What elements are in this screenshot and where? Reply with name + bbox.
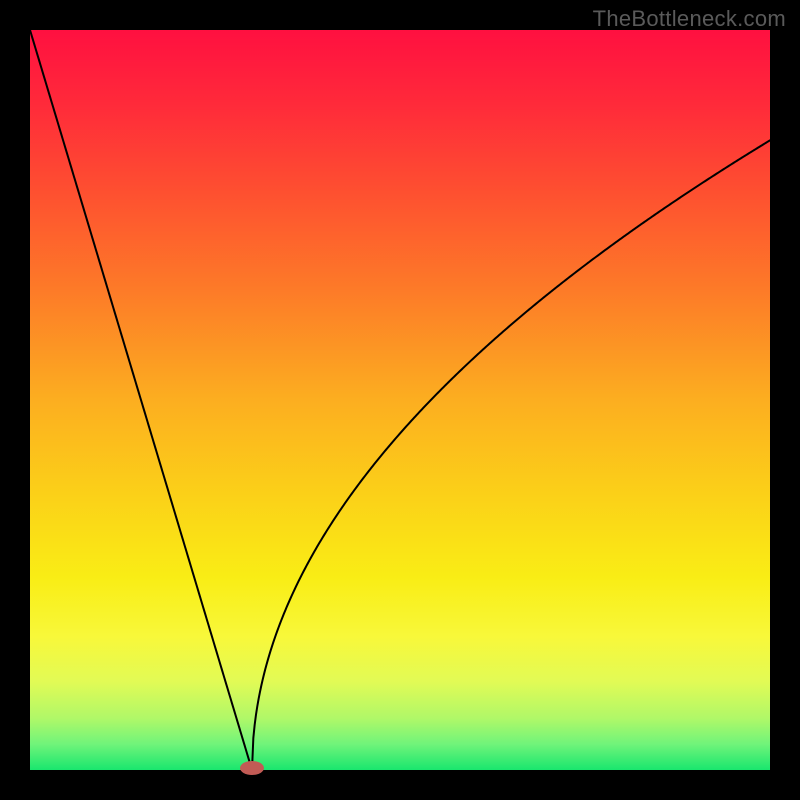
chart-container: TheBottleneck.com [0,0,800,800]
bottleneck-plot [0,0,800,800]
minimum-marker [240,761,264,775]
watermark-text: TheBottleneck.com [593,6,786,32]
